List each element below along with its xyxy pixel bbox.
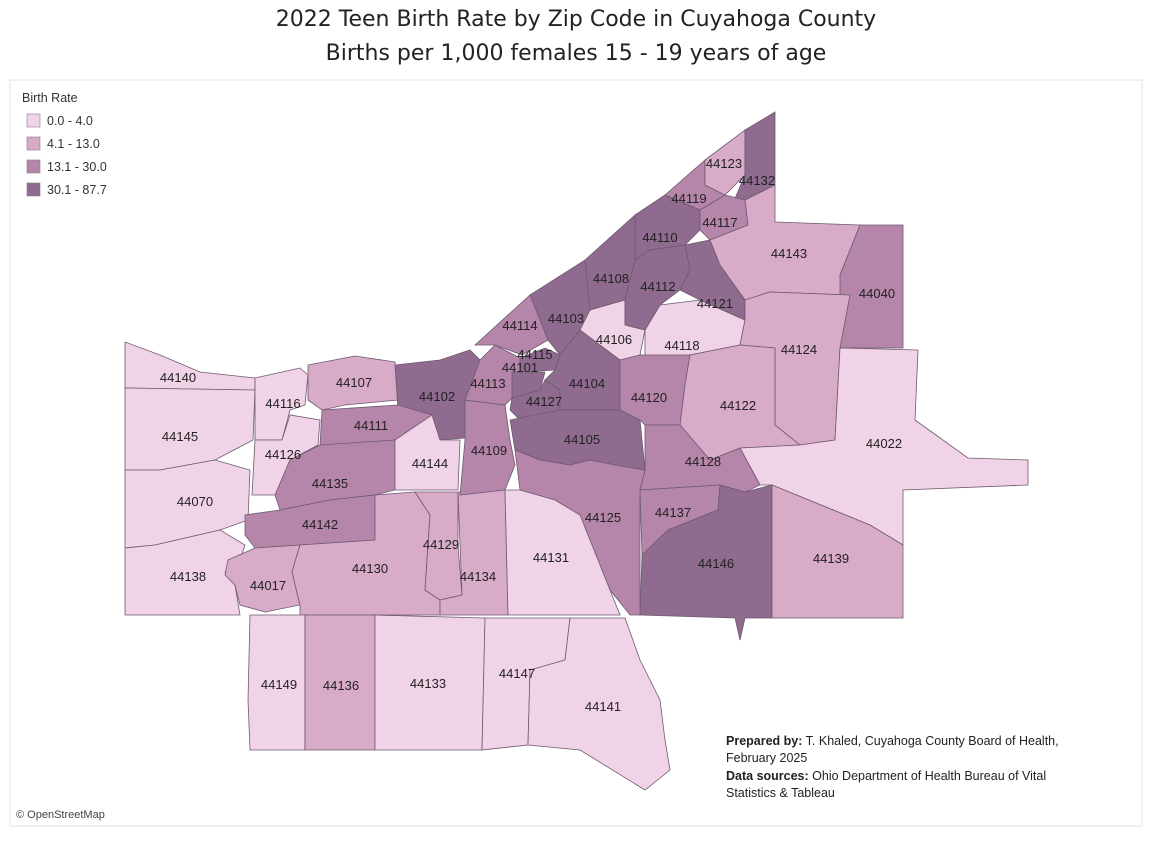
- map: [124, 111, 1029, 791]
- zip-label: 44147: [499, 666, 535, 681]
- sources-label: Data sources:: [726, 769, 809, 783]
- zip-label: 44111: [354, 418, 388, 433]
- zip-label: 44105: [564, 432, 600, 447]
- zip-area: [247, 614, 306, 751]
- zip-label: 44128: [685, 454, 721, 469]
- zip-area: [504, 489, 621, 616]
- legend-label: 4.1 - 13.0: [47, 137, 100, 151]
- zip-area: [307, 355, 399, 411]
- zip-label: 44143: [771, 246, 807, 261]
- zip-label: 44141: [585, 699, 621, 714]
- legend-title: Birth Rate: [22, 91, 78, 105]
- legend: 0.0 - 4.0 4.1 - 13.0 13.1 - 30.0 30.1 - 87.…: [26, 113, 107, 197]
- zip-label: 44126: [265, 447, 301, 462]
- zip-label: 44070: [177, 494, 213, 509]
- zip-label: 44121: [697, 296, 733, 311]
- sources-note: Data sources: Ohio Department of Health …: [726, 769, 1046, 783]
- zip-label: 44119: [671, 191, 706, 206]
- zip-label: 44124: [781, 342, 817, 357]
- zip-label: 44131: [533, 550, 569, 565]
- legend-label: 13.1 - 30.0: [47, 160, 107, 174]
- zip-label: 44140: [160, 370, 196, 385]
- legend-label: 30.1 - 87.7: [47, 183, 107, 197]
- zip-area: [394, 414, 461, 491]
- zip-label: 44106: [596, 332, 632, 347]
- zip-label: 44134: [460, 569, 496, 584]
- zip-label: 44123: [706, 156, 742, 171]
- zip-label: 44104: [569, 376, 605, 391]
- zip-label: 44103: [548, 311, 584, 326]
- legend-swatch: [26, 136, 41, 151]
- zip-label: 44108: [593, 271, 629, 286]
- sources-text: Ohio Department of Health Bureau of Vita…: [812, 769, 1046, 783]
- map-credit: © OpenStreetMap: [16, 809, 105, 821]
- zip-label: 44112: [640, 279, 675, 294]
- zip-label: 44138: [170, 569, 206, 584]
- zip-label: 44114: [502, 318, 537, 333]
- zip-label: 44142: [302, 517, 338, 532]
- zip-label: 44130: [352, 561, 388, 576]
- prepared-note: Prepared by: T. Khaled, Cuyahoga County …: [726, 734, 1059, 748]
- zip-label: 44102: [419, 389, 455, 404]
- legend-swatch: [26, 113, 41, 128]
- prepared-note-2: February 2025: [726, 751, 807, 765]
- zip-area: [839, 224, 904, 349]
- zip-label: 44145: [162, 429, 198, 444]
- legend-swatch: [26, 182, 41, 197]
- zip-label: 44139: [813, 551, 849, 566]
- prepared-label: Prepared by:: [726, 734, 802, 748]
- zip-label: 44122: [720, 398, 756, 413]
- zip-label: 44149: [261, 677, 297, 692]
- zip-label: 44022: [866, 436, 902, 451]
- legend-label: 0.0 - 4.0: [47, 114, 93, 128]
- zip-label: 44040: [859, 286, 895, 301]
- sources-note-2: Statistics & Tableau: [726, 786, 835, 800]
- zip-area: [459, 399, 516, 496]
- zip-label: 44117: [702, 215, 737, 230]
- zip-label: 44137: [655, 505, 691, 520]
- subtitle: Births per 1,000 females 15 - 19 years o…: [326, 41, 827, 66]
- zip-label: 44116: [265, 396, 300, 411]
- prepared-text: T. Khaled, Cuyahoga County Board of Heal…: [806, 734, 1059, 748]
- zip-area: [704, 129, 746, 196]
- legend-swatch: [26, 159, 41, 174]
- zip-label: 44017: [250, 578, 286, 593]
- zip-label: 44127: [526, 394, 562, 409]
- zip-label: 44125: [585, 510, 621, 525]
- zip-label: 44107: [336, 375, 372, 390]
- zip-area: [527, 617, 671, 791]
- zip-label: 44101: [502, 360, 538, 375]
- zip-label: 44136: [323, 678, 359, 693]
- zip-label: 44113: [470, 376, 505, 391]
- zip-label: 44115: [517, 347, 552, 362]
- zip-label: 44133: [410, 676, 446, 691]
- zip-label: 44132: [739, 173, 775, 188]
- zip-area: [224, 544, 301, 613]
- zip-labels: 44140 44145 44070 44138 44116 44126 44107 44102…: [160, 156, 902, 714]
- zip-label: 44109: [471, 443, 507, 458]
- zip-area: [771, 484, 904, 619]
- zip-label: 44129: [423, 537, 459, 552]
- zip-area: [251, 414, 321, 496]
- zip-label: 44120: [631, 390, 667, 405]
- zip-label: 44118: [664, 338, 699, 353]
- zip-label: 44144: [412, 456, 448, 471]
- title: 2022 Teen Birth Rate by Zip Code in Cuya…: [276, 7, 876, 32]
- zip-label: 44135: [312, 476, 348, 491]
- zip-label: 44146: [698, 556, 734, 571]
- zip-label: 44110: [642, 230, 677, 245]
